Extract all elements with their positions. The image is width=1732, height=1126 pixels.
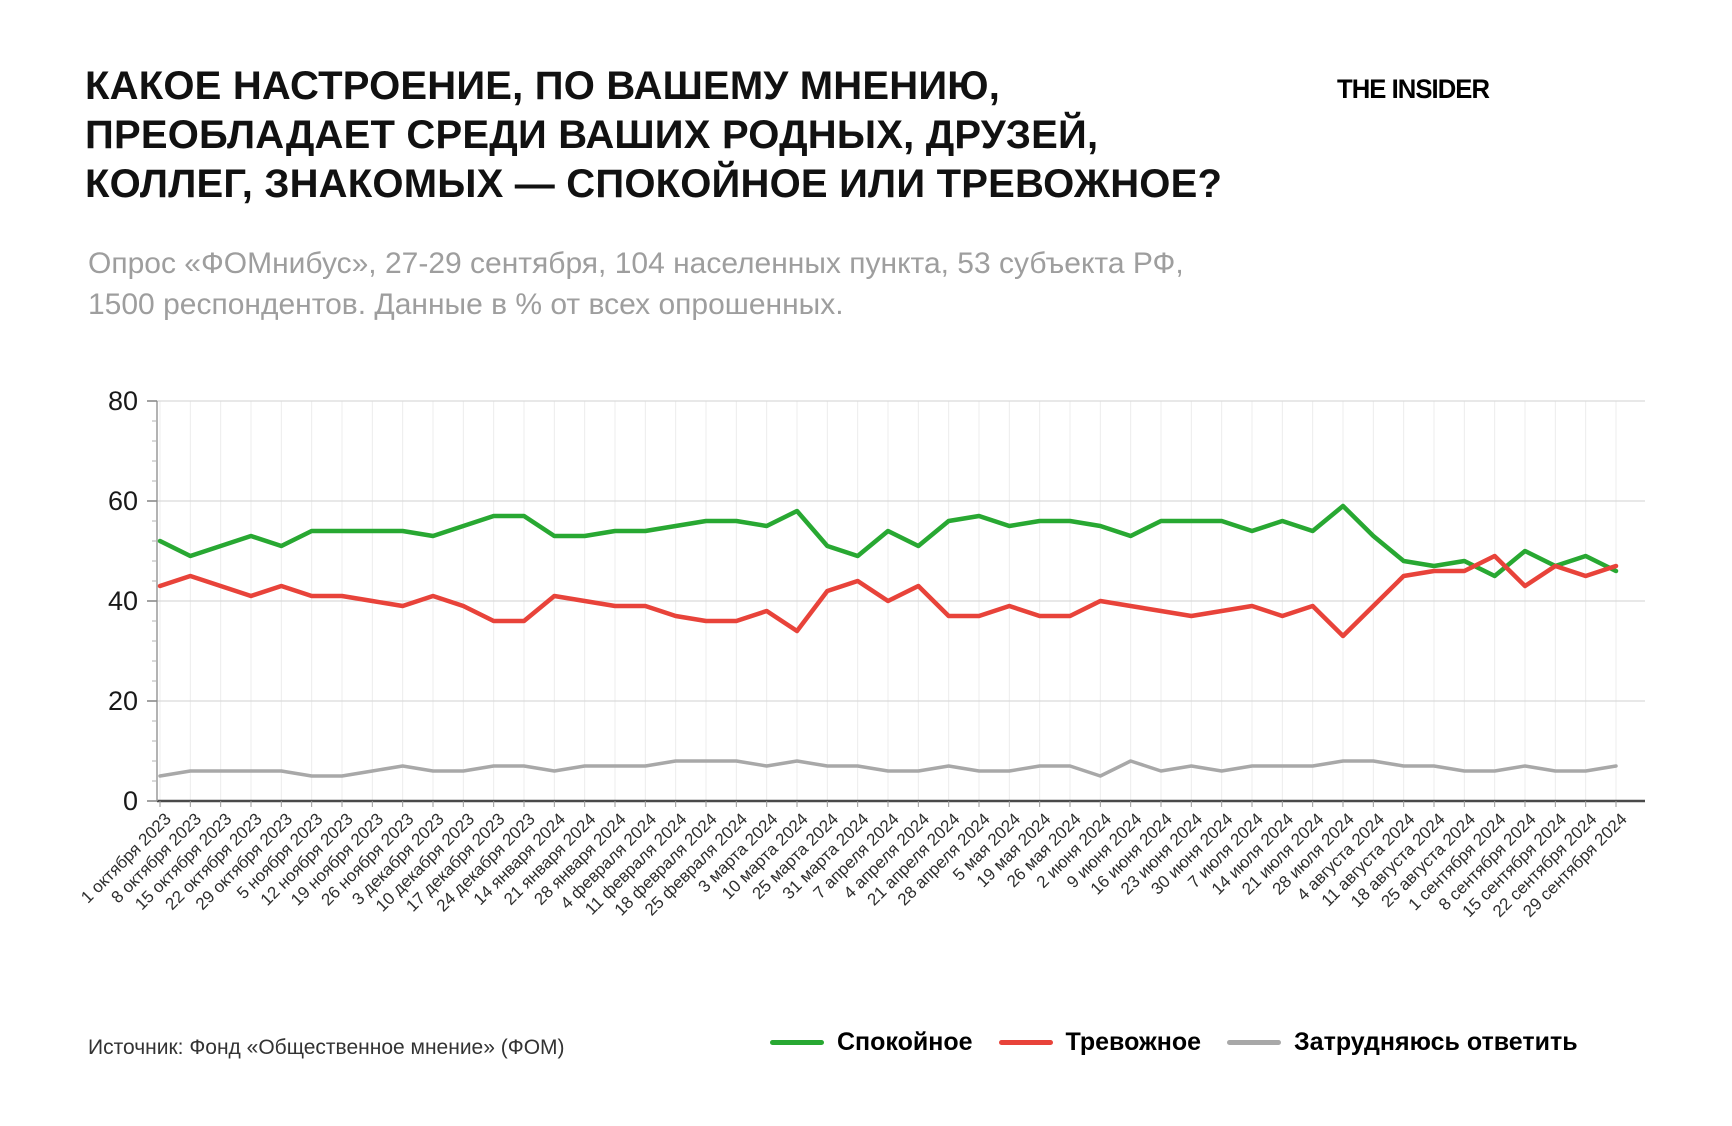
legend-label-undecided: Затрудняюсь ответить [1294,1028,1578,1056]
y-tick-label: 40 [108,586,138,616]
y-tick-label: 80 [108,386,138,416]
y-tick-label: 0 [123,786,138,816]
chart-legend: Спокойное Тревожное Затрудняюсь ответить [770,1028,1578,1057]
legend-label-anxious: Тревожное [1065,1028,1202,1056]
legend-item-calm: Спокойное [770,1028,973,1057]
legend-item-anxious: Тревожное [998,1028,1202,1057]
y-tick-label: 20 [108,686,138,716]
undecided-line-swatch [1227,1040,1282,1045]
series-line-anxious [157,553,1619,639]
source-note: Источник: Фонд «Общественное мнение» (ФО… [88,1036,565,1059]
calm-line-swatch [770,1040,824,1045]
legend-label-calm: Спокойное [837,1028,973,1056]
page-title: КАКОЕ НАСТРОЕНИЕ, ПО ВАШЕМУ МНЕНИЮ, ПРЕО… [85,64,1223,206]
anxious-line-swatch [998,1040,1053,1045]
survey-subtitle: Опрос «ФОМнибус», 27-29 сентября, 104 на… [88,247,1184,321]
series-line-calm [157,503,1619,579]
the-insider-logo: THE INSIDER [1337,74,1490,104]
legend-item-undecided: Затрудняюсь ответить [1227,1028,1578,1057]
series-line-undecided [158,759,1618,778]
y-tick-label: 60 [108,486,138,516]
